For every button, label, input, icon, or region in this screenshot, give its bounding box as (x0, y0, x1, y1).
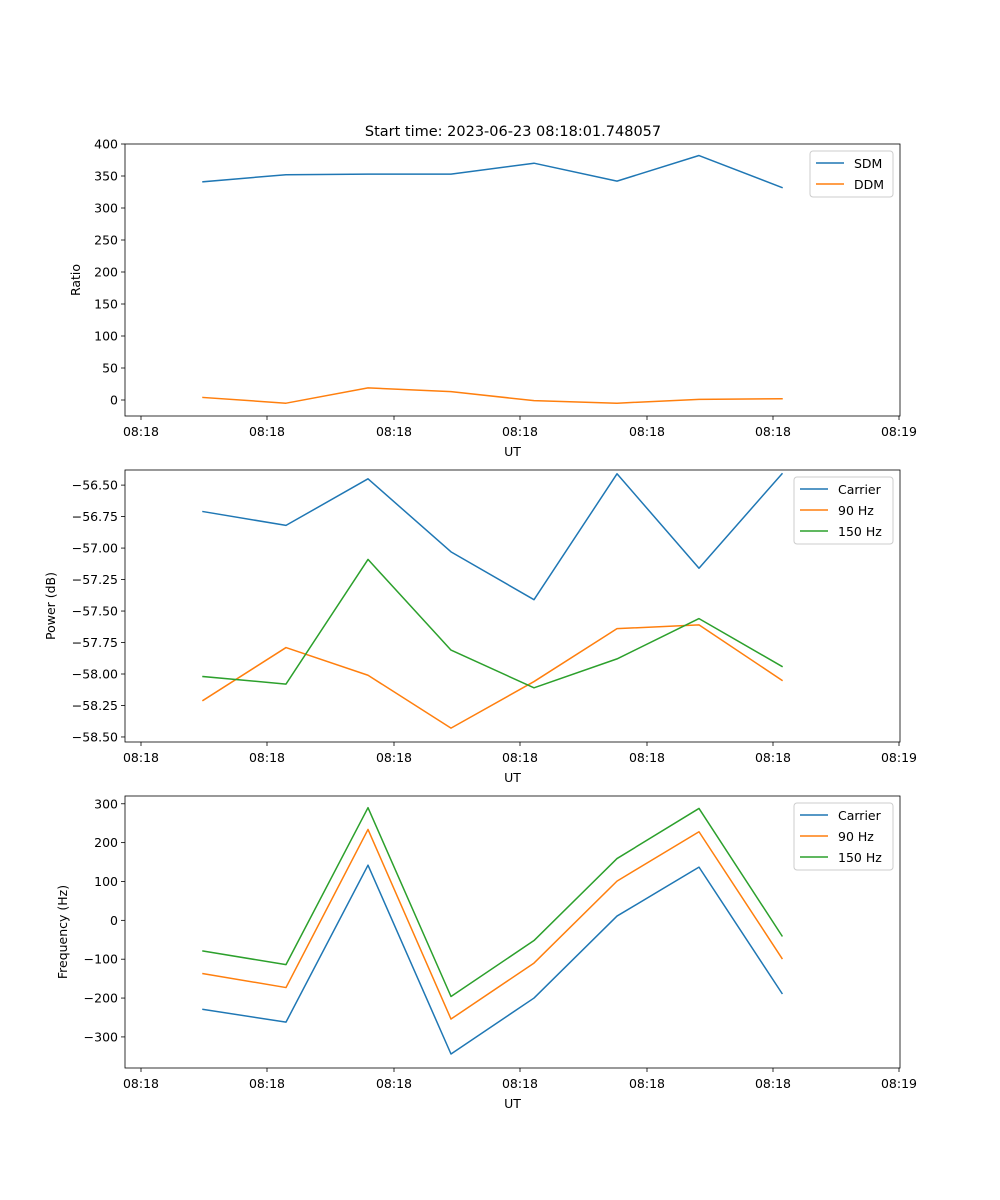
x-tick-label: 08:19 (881, 750, 917, 765)
x-tick-label: 08:19 (881, 424, 917, 439)
legend-box (793, 802, 894, 871)
y-tick-label: −58.50 (72, 729, 118, 744)
figure-title: Start time: 2023-06-23 08:18:01.748057 (365, 124, 661, 140)
legend-label-ddm: DDM (854, 177, 884, 192)
y-tick-label: −57.50 (72, 604, 118, 619)
chart-panel-3: 08:18 08:18 08:18 08:18 08:18 08:18 08:19 −300 −… (55, 795, 917, 1111)
y-tick-label: 0 (110, 393, 118, 408)
x-tick-label: 08:18 (123, 424, 159, 439)
y-tick-label: −56.75 (72, 509, 118, 524)
legend: Carrier 90 Hz 150 Hz (793, 476, 894, 545)
y-tick-label: 0 (110, 913, 118, 928)
x-tick-label: 08:18 (502, 424, 538, 439)
legend-label-150-hz: 150 Hz (838, 850, 882, 865)
x-tick-label: 08:18 (249, 750, 285, 765)
x-tick-label: 08:18 (376, 750, 412, 765)
series-line-carrier (202, 472, 784, 601)
x-tick-label: 08:18 (629, 750, 665, 765)
x-tick-label: 08:18 (755, 750, 791, 765)
legend-label-90-hz: 90 Hz (838, 503, 874, 518)
chart-panel-2: 08:18 08:18 08:18 08:18 08:18 08:18 08:19 −58.5… (43, 469, 917, 785)
y-tick-label: 300 (94, 201, 118, 216)
legend-label-sdm: SDM (854, 156, 882, 171)
x-axis-label: UT (504, 1096, 521, 1111)
y-tick-label: 100 (94, 874, 118, 889)
legend-label-150-hz: 150 Hz (838, 524, 882, 539)
legend: SDM DDM (809, 150, 894, 198)
y-tick-label: −57.00 (72, 541, 118, 556)
x-tick-label: 08:18 (249, 424, 285, 439)
axes-frame (124, 469, 901, 743)
x-axis-label: UT (504, 444, 521, 459)
x-tick-label: 08:19 (881, 1076, 917, 1091)
y-axis-label: Ratio (68, 264, 83, 296)
series-line-90-hz (201, 624, 784, 729)
y-tick-label: 50 (102, 361, 118, 376)
y-tick-label: 250 (94, 233, 118, 248)
y-tick-label: −300 (84, 1029, 118, 1044)
y-tick-label: 100 (94, 329, 118, 344)
x-tick-label: 08:18 (376, 424, 412, 439)
legend-label-carrier: Carrier (838, 808, 882, 823)
y-tick-label: 300 (94, 796, 118, 811)
y-tick-label: 200 (94, 835, 118, 850)
chart-panel-1: 08:18 08:18 08:18 08:18 08:18 08:18 08:19 0 50 10… (68, 137, 917, 460)
y-tick-label: −58.25 (72, 698, 118, 713)
series-line-carrier (202, 864, 784, 1055)
series-line-90-hz (202, 828, 784, 1020)
series-line-150-hz (202, 806, 784, 998)
x-tick-label: 08:18 (755, 424, 791, 439)
y-tick-label: 400 (94, 137, 118, 152)
y-tick-label: 200 (94, 265, 118, 280)
y-tick-label: −58.00 (72, 667, 118, 682)
series-line-ddm (202, 387, 783, 404)
y-tick-label: −57.25 (72, 572, 118, 587)
series-line-150-hz (202, 558, 784, 689)
x-tick-label: 08:18 (629, 1076, 665, 1091)
x-tick-label: 08:18 (249, 1076, 285, 1091)
series-line-sdm (202, 154, 783, 189)
legend-label-90-hz: 90 Hz (838, 829, 874, 844)
y-tick-label: −100 (84, 952, 118, 967)
legend-label-carrier: Carrier (838, 482, 882, 497)
axes-frame (124, 795, 901, 1069)
x-tick-label: 08:18 (123, 1076, 159, 1091)
x-axis-label: UT (504, 770, 521, 785)
legend-box (793, 476, 894, 545)
y-tick-label: −56.50 (72, 478, 118, 493)
y-tick-label: 350 (94, 169, 118, 184)
y-axis-label: Frequency (Hz) (55, 885, 70, 979)
x-tick-label: 08:18 (502, 750, 538, 765)
legend: Carrier 90 Hz 150 Hz (793, 802, 894, 871)
y-tick-label: −57.75 (72, 635, 118, 650)
y-tick-label: −200 (84, 991, 118, 1006)
axes-frame (124, 143, 901, 417)
x-tick-label: 08:18 (502, 1076, 538, 1091)
y-axis-label: Power (dB) (43, 572, 58, 640)
x-tick-label: 08:18 (755, 1076, 791, 1091)
y-tick-label: 150 (94, 297, 118, 312)
x-tick-label: 08:18 (376, 1076, 412, 1091)
x-tick-label: 08:18 (629, 424, 665, 439)
x-tick-label: 08:18 (123, 750, 159, 765)
